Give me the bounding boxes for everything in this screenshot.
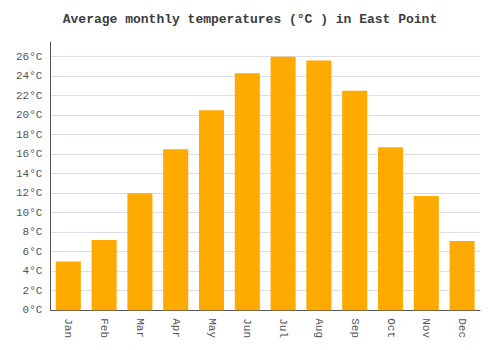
svg-text:4°C: 4°C (23, 265, 43, 277)
svg-text:14°C: 14°C (16, 168, 43, 180)
svg-text:Mar: Mar (134, 318, 146, 338)
svg-text:Jan: Jan (62, 318, 74, 338)
svg-text:8°C: 8°C (23, 226, 43, 238)
svg-text:Average monthly temperatures (: Average monthly temperatures (°C ) in Ea… (63, 12, 437, 27)
svg-text:26°C: 26°C (16, 51, 43, 63)
svg-text:12°C: 12°C (16, 187, 43, 199)
svg-text:Sep: Sep (349, 318, 361, 338)
svg-text:10°C: 10°C (16, 207, 43, 219)
svg-text:2°C: 2°C (23, 285, 43, 297)
svg-text:May: May (206, 318, 218, 338)
svg-text:Jul: Jul (277, 318, 289, 338)
svg-text:6°C: 6°C (23, 246, 43, 258)
svg-text:Aug: Aug (313, 318, 325, 338)
svg-text:Dec: Dec (456, 318, 468, 338)
svg-text:0°C: 0°C (23, 304, 43, 316)
svg-text:Nov: Nov (420, 318, 432, 338)
svg-text:Apr: Apr (170, 318, 182, 338)
svg-text:22°C: 22°C (16, 90, 43, 102)
svg-text:24°C: 24°C (16, 70, 43, 82)
svg-text:Feb: Feb (98, 318, 110, 338)
svg-text:20°C: 20°C (16, 109, 43, 121)
svg-text:16°C: 16°C (16, 148, 43, 160)
svg-text:Jun: Jun (241, 318, 253, 338)
svg-text:Oct: Oct (385, 318, 397, 338)
svg-text:18°C: 18°C (16, 129, 43, 141)
